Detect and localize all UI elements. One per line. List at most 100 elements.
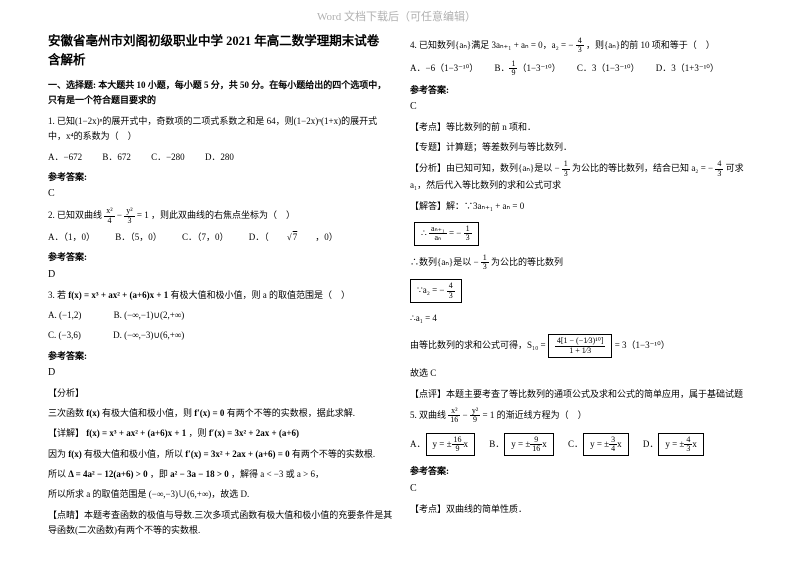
q3-ans-label: 参考答案: <box>48 349 394 364</box>
q5-cp: C． <box>568 439 583 449</box>
q3-a4-i: a² − 3a − 18 > 0 <box>170 469 229 479</box>
q3-opts-row1: A. (−1,2) B. (−∞,−1)∪(2,+∞) <box>48 308 394 323</box>
q4-t3m: 为公比的等比数列，结合已知 <box>572 163 689 173</box>
q3-a5: 所以所求 a 的取值范围是 (−∞,−3)∪(6,+∞)，故选 D. <box>48 487 394 502</box>
q4-t3f2: 43 <box>715 160 723 178</box>
page-left: 安徽省亳州市刘阁初级职业中学 2021 年高二数学理期末试卷 含解析 一、选择题… <box>48 32 394 543</box>
q5-db: y = ±43x <box>658 433 704 457</box>
q5-f2: y²9 <box>470 407 480 425</box>
q5-de: y = ± <box>665 439 684 449</box>
q3-a1-post: 有两个不等的实数根，据此求解. <box>227 408 355 418</box>
q4-t7p: ∵a₂ = − <box>417 285 445 295</box>
q4-t3: 【分析】由已知可知，数列{aₙ}是以 − 13 为公比的等比数列，结合已知 a₂… <box>410 160 756 193</box>
q2-minus: − <box>117 210 122 220</box>
q4-t6d: 3 <box>481 263 489 271</box>
q4-bp: B． <box>494 63 509 73</box>
q5-opt-b: B．y = ±916x <box>489 439 554 449</box>
q5-ax: x <box>464 439 469 449</box>
q1-opt-c: C．−280 <box>151 152 185 162</box>
q2-stem-pre: 2. 已知双曲线 <box>48 210 102 220</box>
q1-opt-b: B．672 <box>102 152 131 162</box>
q4-t3f: 13 <box>562 160 570 178</box>
watermark-text: Word 文档下载后（可任意编辑） <box>0 8 793 24</box>
q5-d1: 16 <box>448 416 460 424</box>
q5-opt-a: A．y = ±169x <box>410 439 475 449</box>
q3-a1-fx: f(x) <box>86 408 100 418</box>
title-line2: 含解析 <box>48 53 86 67</box>
q2-f2d: 3 <box>124 217 134 225</box>
q3-post: 有极大值和极小值，则 a 的取值范围是（ ） <box>171 290 351 300</box>
q2-opt-d: D．（√7，0） <box>249 232 356 242</box>
q5-d2: 9 <box>470 416 480 424</box>
q3-pre: 3. 若 <box>48 290 66 300</box>
q4-t6po: 为公比的等比数列 <box>491 257 563 267</box>
q5-sp: 5. 双曲线 <box>410 410 446 420</box>
q2-f1d: 4 <box>104 217 114 225</box>
q1-opt-d: D．280 <box>205 152 234 162</box>
q4-t9: 由等比数列的求和公式可得，S₁₀ = 4[1 − (−1⁄3)¹⁰]1 + 1⁄… <box>410 331 756 361</box>
q5-ap: A． <box>410 439 426 449</box>
q2-ans-label: 参考答案: <box>48 250 394 265</box>
q3-a2-fpx: f′(x) = 3x² + 2ax + (a+6) <box>209 428 299 438</box>
q3-a2-c: ，则 <box>189 428 207 438</box>
q2-opt-a: A．（1，0） <box>48 232 95 242</box>
q2-stem: 2. 已知双曲线 x²4 − y²3 = 1 ，则此双曲线的右焦点坐标为（ ） <box>48 207 394 225</box>
q1-ans-label: 参考答案: <box>48 170 394 185</box>
q4-t7-box: ∵a₂ = − 43 <box>410 279 462 303</box>
q4-t3d: 3 <box>562 170 570 178</box>
q5-stem: 5. 双曲线 x²16 − y²9 = 1 的渐近线方程为（ ） <box>410 407 756 425</box>
q4-opt-a: A．−6（1−3⁻¹⁰） <box>410 63 478 73</box>
q1-opt-a: A．−672 <box>48 152 82 162</box>
q5-dx: x <box>692 439 697 449</box>
q3-ans: D <box>48 364 394 381</box>
q5-bf: 916 <box>530 436 542 454</box>
q4-fd: 3 <box>576 46 584 54</box>
title-line1: 安徽省亳州市刘阁初级职业中学 2021 年高二数学理期末试卷 <box>48 34 379 48</box>
q2-frac2: y²3 <box>124 207 134 225</box>
q2-options: A．（1，0） B．（5，0） C．（7，0） D．（√7，0） <box>48 230 394 245</box>
q3-a4-d: Δ = 4a² − 12(a+6) > 0 <box>68 469 147 479</box>
q5-m: − <box>463 410 468 420</box>
q2-d-pre: D．（ <box>249 232 269 242</box>
q5-bb: y = ±916x <box>504 433 554 457</box>
q3-a4-p: 所以 <box>48 469 66 479</box>
q3-analysis-label: 【分析】 <box>48 386 394 401</box>
q4-ans: C <box>410 98 756 115</box>
q3-a6: 【点睛】本题考查函数的极值与导数.三次多项式函数有极大值和极小值的充要条件是其导… <box>48 508 394 539</box>
q4-t1: 【考点】等比数列的前 n 项和． <box>410 120 756 135</box>
q5-bp: B． <box>489 439 504 449</box>
q5-ad: 9 <box>452 445 464 453</box>
q2-stem-post: ，则此双曲线的右焦点坐标为（ ） <box>151 210 295 220</box>
q4-t4: 【解答】解：∵3aₙ₊₁ + aₙ = 0 <box>410 199 756 214</box>
q1-stem: 1. 已知(1−2x)ⁿ的展开式中，奇数项的二项式系数之和是 64，则(1−2x… <box>48 114 394 145</box>
q3-a1-mid: 有极大值和极小值，则 <box>102 408 192 418</box>
q4-spo: ，则{aₙ}的前 10 项和等于（ ） <box>586 40 715 50</box>
q4-t9d: 1 + 1⁄3 <box>555 347 606 355</box>
q4-t2: 【专题】计算题；等差数列与等比数列． <box>410 140 756 155</box>
q3-a3-fx: f(x) <box>68 449 82 459</box>
section1-heading: 一、选择题: 本大题共 10 小题，每小题 5 分，共 50 分。在每小题给出的… <box>48 78 394 109</box>
q5-bx: x <box>542 439 547 449</box>
q3-opt-b: B. (−∞,−1)∪(2,+∞) <box>114 310 185 320</box>
q4-opt-b: B．19（1−3⁻¹⁰） <box>494 63 560 73</box>
q3-a4: 所以 Δ = 4a² − 12(a+6) > 0 ，即 a² − 3a − 18… <box>48 467 394 482</box>
q5-opt-c: C．y = ±34x <box>568 439 629 449</box>
q3-a4-po: ，解得 a < −3 或 a > 6， <box>231 469 324 479</box>
q4-t9-box: 4[1 − (−1⁄3)¹⁰]1 + 1⁄3 <box>548 334 613 358</box>
page-right: 4. 已知数列{aₙ}满足 3aₙ₊₁ + aₙ = 0，a₂ = − 43 ，… <box>410 32 756 522</box>
q4-t9f: 4[1 − (−1⁄3)¹⁰]1 + 1⁄3 <box>555 337 606 355</box>
q3-fx: f(x) = x³ + ax² + (a+6)x + 1 <box>68 290 168 300</box>
q5-f1: x²16 <box>448 407 460 425</box>
q4-stem: 4. 已知数列{aₙ}满足 3aₙ₊₁ + aₙ = 0，a₂ = − 43 ，… <box>410 37 756 55</box>
q5-ab: y = ±169x <box>426 433 476 457</box>
q5-ans: C <box>410 480 756 497</box>
q5-cf: 34 <box>609 436 617 454</box>
q4-sp: 4. 已知数列{aₙ}满足 3aₙ₊₁ + aₙ = 0，a₂ = − <box>410 40 573 50</box>
q2-d-sqrt: 7 <box>292 232 298 242</box>
q4-t5l: aₙ₊₁aₙ <box>429 225 447 243</box>
q3-a2-fx: f(x) = x³ + ax² + (a+6)x + 1 <box>86 428 186 438</box>
q5-eq: = 1 <box>483 410 495 420</box>
q4-t5e: = − <box>449 228 461 238</box>
q4-t6p: ∴数列{aₙ}是以 − <box>410 257 479 267</box>
q4-t3d2: 3 <box>715 170 723 178</box>
